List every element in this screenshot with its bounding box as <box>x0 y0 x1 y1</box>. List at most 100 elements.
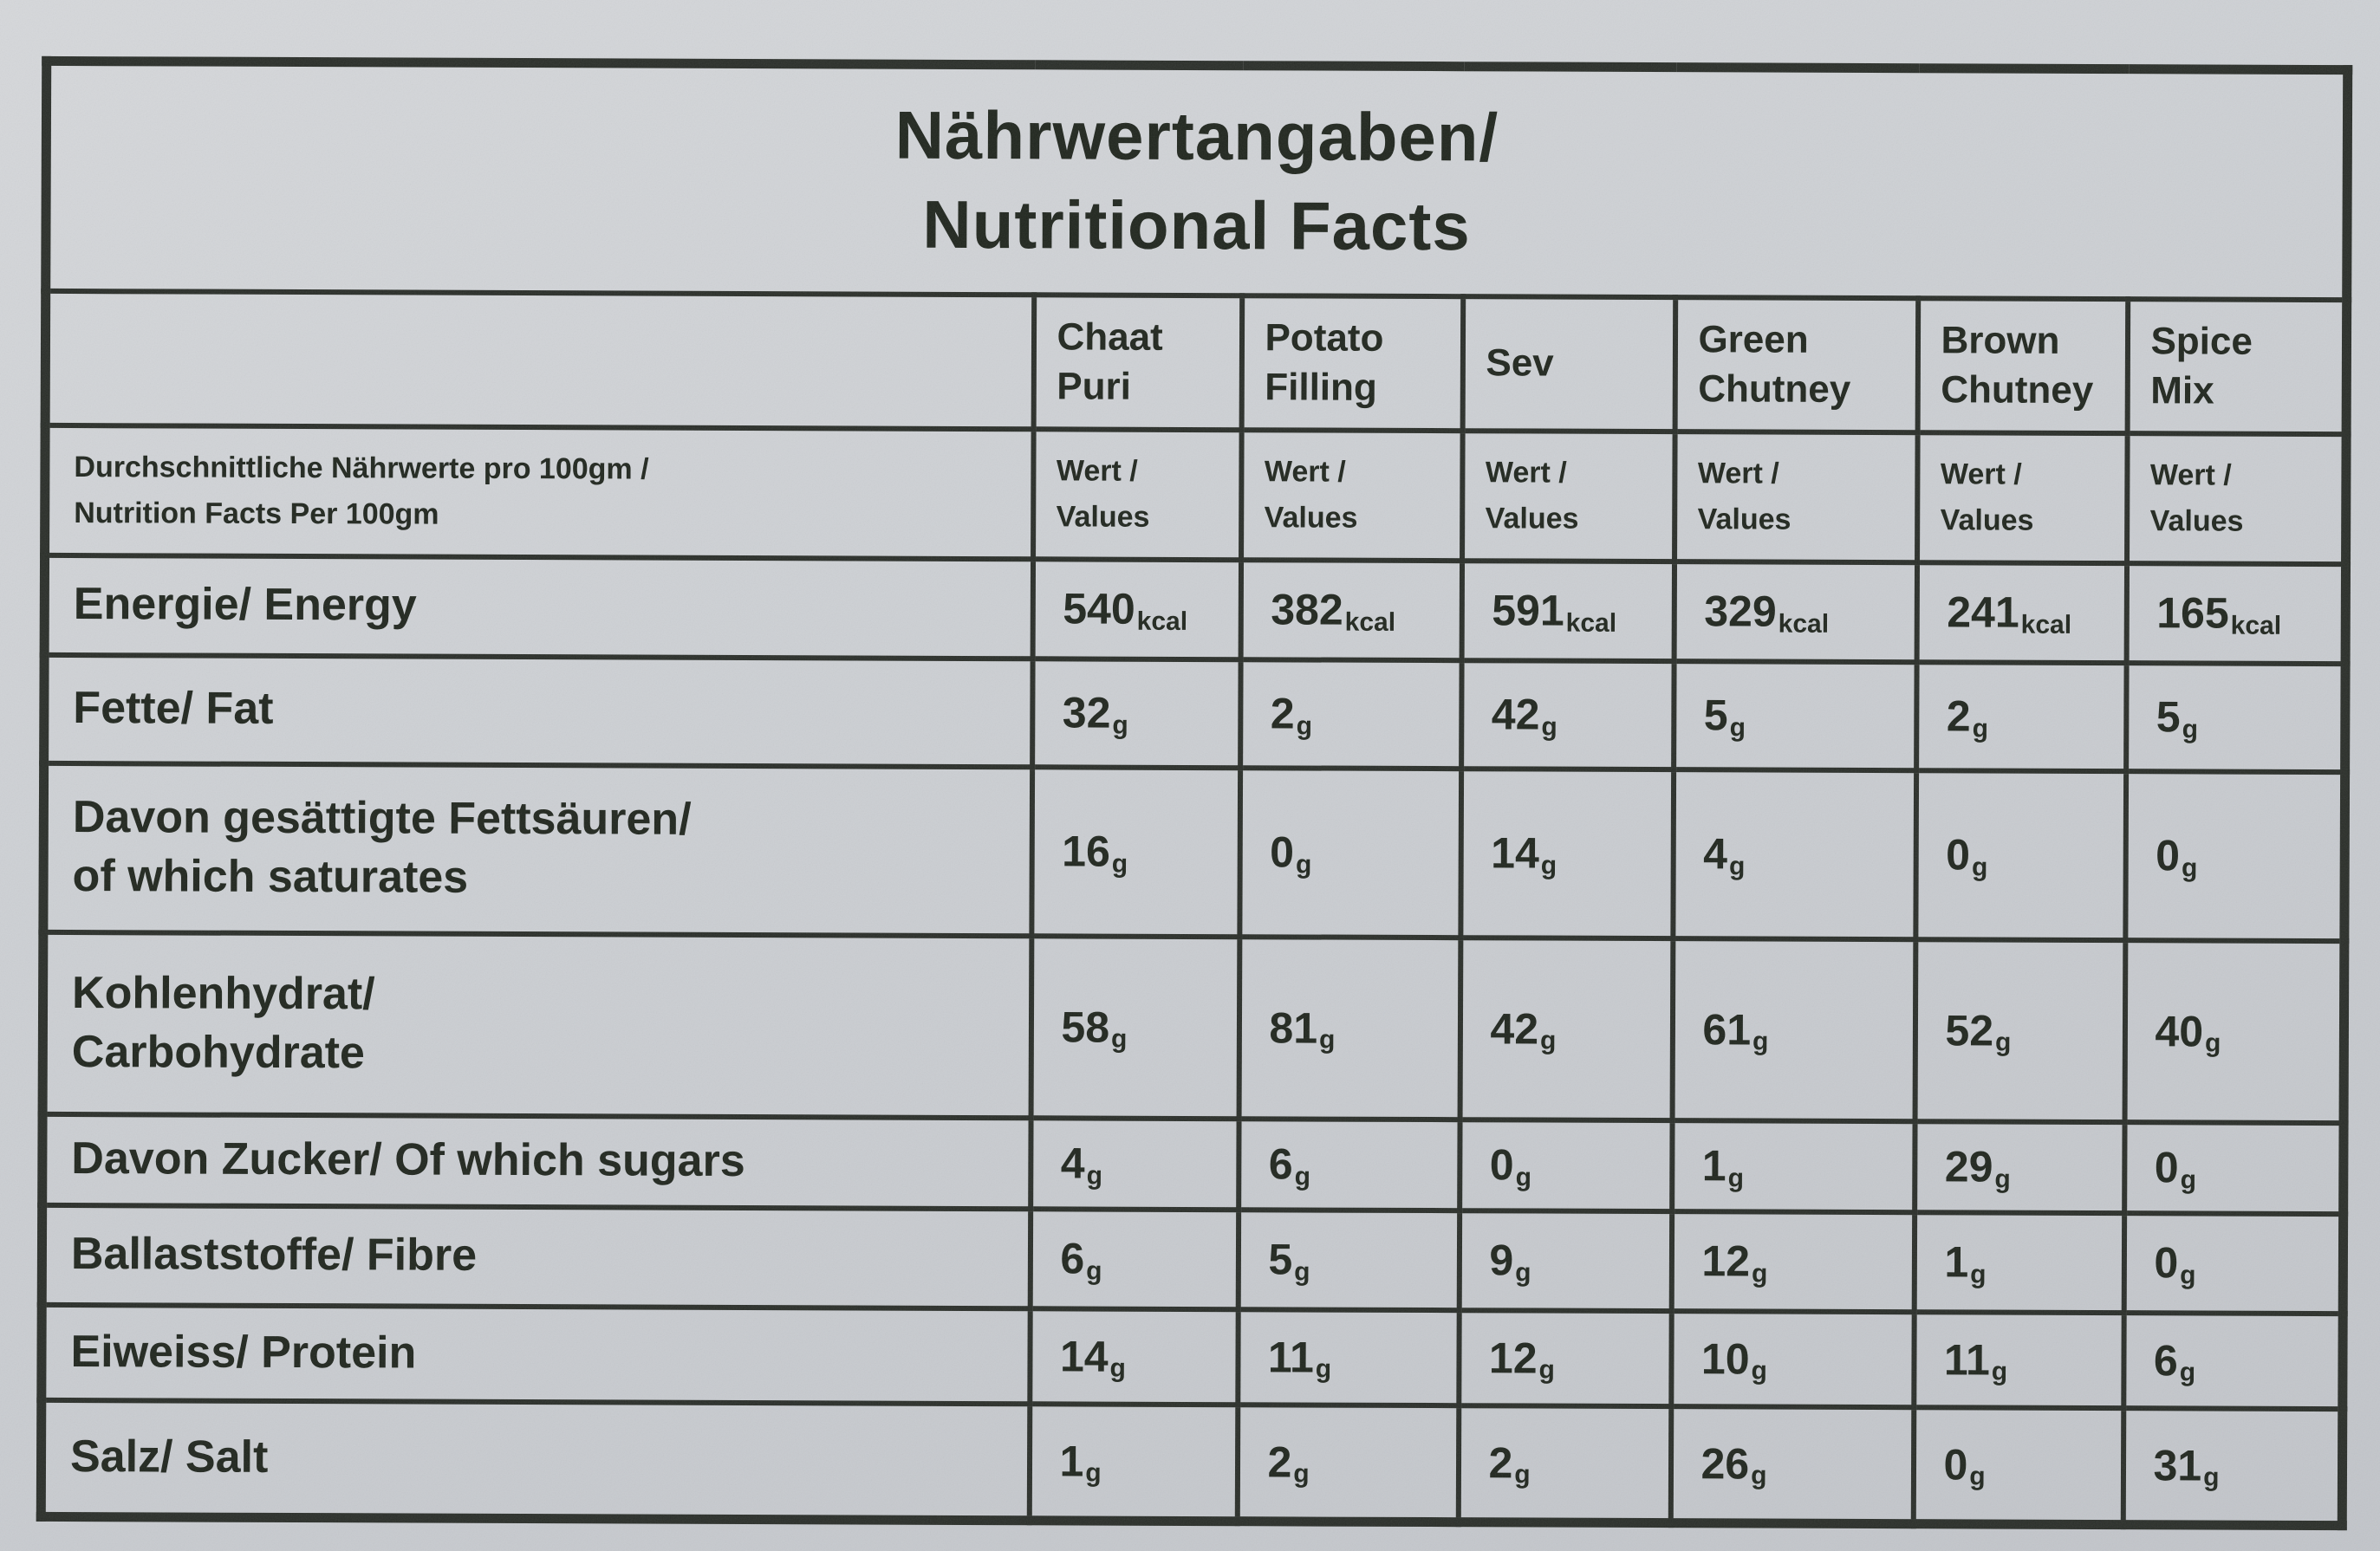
table-row-fibre: Ballaststoffe/ Fibre 6g 5g 9g 12g 1g 0g <box>42 1204 2344 1314</box>
table-row-product-headers: Chaat Puri Potato Filling Sev Green Chut… <box>45 290 2347 434</box>
value-number: 29 <box>1944 1142 1993 1191</box>
value-fat-green-chutney: 5g <box>1673 660 1917 770</box>
value-unit: g <box>1318 1025 1336 1055</box>
value-unit: g <box>1539 1026 1557 1055</box>
value-protein-green-chutney: 10g <box>1670 1310 1915 1407</box>
nutrition-facts-table: Nährwertangaben/ Nutritional Facts Chaat… <box>36 55 2353 1531</box>
value-number: 4 <box>1060 1139 1085 1188</box>
value-sugars-brown-chutney: 29g <box>1914 1120 2125 1213</box>
table-row-wert-values: Durchschnittliche Nährwerte pro 100gm / … <box>44 425 2347 564</box>
value-unit: g <box>1515 1163 1532 1192</box>
value-unit: g <box>1751 1259 1768 1288</box>
table-row-sugars: Davon Zucker/ Of which sugars 4g 6g 0g 1… <box>42 1113 2344 1214</box>
value-number: 329 <box>1704 587 1777 636</box>
value-number: 540 <box>1063 584 1135 633</box>
value-protein-chaat-puri: 14g <box>1029 1308 1239 1405</box>
value-fat-brown-chutney: 2g <box>1915 661 2127 771</box>
wert-values-header-spice-mix: Wert / Values <box>2126 432 2347 564</box>
value-fibre-spice-mix: 0g <box>2123 1212 2344 1314</box>
value-number: 0 <box>1489 1140 1514 1190</box>
value-unit: g <box>1514 1460 1531 1489</box>
value-number: 12 <box>1488 1333 1538 1383</box>
value-fibre-brown-chutney: 1g <box>1914 1211 2124 1313</box>
value-energy-potato-filling: 382kcal <box>1240 559 1462 660</box>
value-unit: g <box>1086 1161 1103 1191</box>
value-sugars-spice-mix: 0g <box>2123 1121 2344 1214</box>
value-number: 165 <box>2156 588 2229 638</box>
value-number: 382 <box>1271 585 1343 634</box>
value-unit: g <box>1727 1163 1745 1193</box>
value-carbohydrate-spice-mix: 40g <box>2124 939 2344 1123</box>
value-carbohydrate-green-chutney: 61g <box>1672 938 1915 1121</box>
value-number: 6 <box>1268 1139 1293 1189</box>
value-saturates-chaat-puri: 16g <box>1031 766 1240 937</box>
table-row-carbohydrate: Kohlenhydrat/ Carbohydrate 58g 81g 42g 6… <box>42 931 2344 1123</box>
value-saturates-spice-mix: 0g <box>2124 770 2345 941</box>
value-unit: g <box>1538 1355 1555 1385</box>
value-number: 14 <box>1059 1331 1109 1381</box>
value-unit: g <box>1969 1462 1986 1491</box>
value-energy-brown-chutney: 241kcal <box>1916 561 2127 663</box>
value-number: 58 <box>1061 1002 1110 1052</box>
value-number: 42 <box>1491 690 1540 739</box>
value-number: 6 <box>1060 1234 1085 1283</box>
value-salt-sev: 2g <box>1458 1405 1671 1523</box>
value-unit: g <box>1994 1028 2012 1057</box>
value-carbohydrate-potato-filling: 81g <box>1239 936 1460 1119</box>
value-number: 1 <box>1701 1141 1726 1191</box>
table-row-title: Nährwertangaben/ Nutritional Facts <box>45 61 2348 300</box>
row-label-fibre: Ballaststoffe/ Fibre <box>42 1204 1031 1308</box>
value-sugars-chaat-puri: 4g <box>1030 1117 1239 1210</box>
value-unit: kcal <box>1136 607 1188 636</box>
value-unit: g <box>1085 1458 1102 1488</box>
value-salt-brown-chutney: 0g <box>1913 1406 2123 1525</box>
value-unit: kcal <box>1344 607 1396 637</box>
value-unit: kcal <box>1565 608 1617 638</box>
value-number: 241 <box>1947 587 2019 637</box>
value-number: 16 <box>1062 827 1110 876</box>
value-unit: g <box>1970 1260 1987 1289</box>
value-sugars-green-chutney: 1g <box>1671 1119 1915 1212</box>
value-number: 0 <box>2154 1143 2179 1192</box>
value-unit: g <box>2180 1165 2196 1195</box>
value-unit: g <box>1293 1459 1310 1489</box>
value-saturates-green-chutney: 4g <box>1672 769 1916 939</box>
value-unit: g <box>1086 1256 1102 1286</box>
value-number: 2 <box>1946 691 1971 741</box>
value-unit: g <box>1295 850 1312 879</box>
value-carbohydrate-chaat-puri: 58g <box>1031 935 1239 1119</box>
column-header-spice-mix: Spice Mix <box>2127 298 2347 434</box>
value-number: 10 <box>1700 1334 1750 1383</box>
value-unit: g <box>1751 1461 1767 1490</box>
value-fat-chaat-puri: 32g <box>1031 658 1241 768</box>
row-label-fat: Fette/ Fat <box>43 654 1033 767</box>
value-unit: kcal <box>2230 611 2282 640</box>
wert-values-header-potato-filling: Wert / Values <box>1240 429 1463 561</box>
column-header-brown-chutney: Brown Chutney <box>1917 297 2128 433</box>
value-unit: g <box>1729 712 1746 743</box>
column-header-chaat-puri: Chaat Puri <box>1033 294 1242 430</box>
value-number: 0 <box>1270 827 1295 877</box>
value-number: 40 <box>2155 1006 2204 1055</box>
value-unit: g <box>1112 711 1128 740</box>
row-label-energy: Energie/ Energy <box>44 555 1033 659</box>
per-100g-label: Durchschnittliche Nährwerte pro 100gm / … <box>44 425 1034 559</box>
row-label-protein: Eiweiss/ Protein <box>41 1304 1031 1404</box>
value-unit: g <box>1111 849 1128 879</box>
row-label-carbohydrate: Kohlenhydrat/ Carbohydrate <box>42 931 1031 1118</box>
value-fibre-potato-filling: 5g <box>1238 1209 1460 1310</box>
table-row-saturates: Davon gesättigte Fettsäuren/ of which sa… <box>42 763 2345 941</box>
value-unit: g <box>1991 1357 2008 1386</box>
value-number: 11 <box>1943 1334 1990 1385</box>
wert-values-header-sev: Wert / Values <box>1461 430 1675 561</box>
value-number: 42 <box>1490 1003 1539 1054</box>
value-unit: g <box>1994 1165 2011 1194</box>
value-saturates-sev: 14g <box>1460 768 1674 938</box>
value-energy-sev: 591kcal <box>1461 560 1674 661</box>
wert-values-header-green-chutney: Wert / Values <box>1674 431 1918 562</box>
column-header-sev: Sev <box>1462 295 1675 432</box>
value-protein-potato-filling: 11g <box>1237 1308 1460 1405</box>
value-unit: g <box>1728 851 1746 881</box>
table-row-fat: Fette/ Fat 32g 2g 42g 5g 2g 5g <box>43 654 2346 772</box>
